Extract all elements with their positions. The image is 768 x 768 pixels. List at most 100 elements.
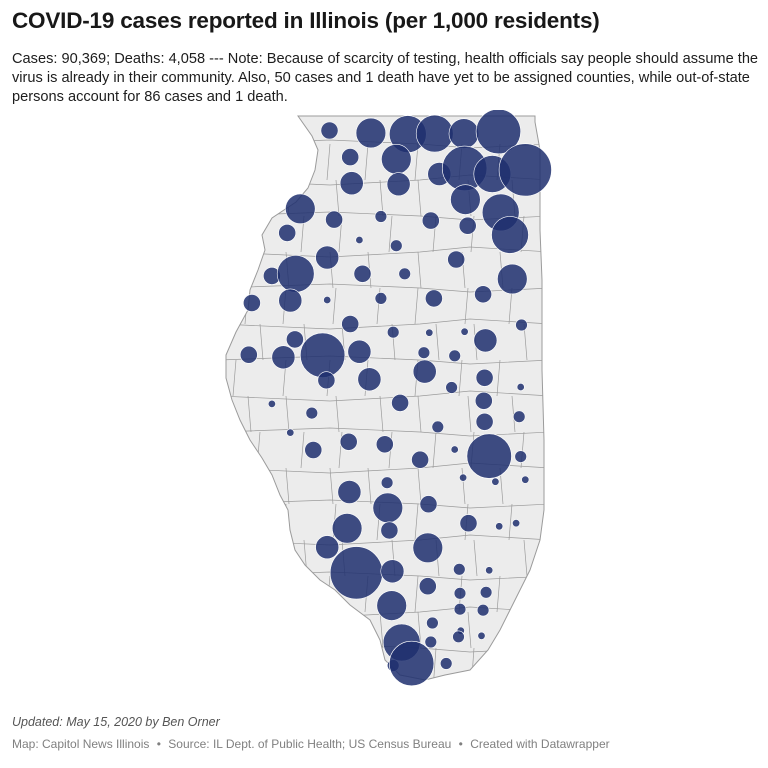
county-bubble[interactable] (476, 604, 490, 617)
county-bubble[interactable] (475, 368, 494, 387)
county-bubble[interactable] (357, 367, 382, 392)
county-bubble[interactable] (372, 492, 403, 523)
county-bubble[interactable] (374, 210, 388, 223)
county-bubble[interactable] (479, 586, 493, 599)
county-bubble[interactable] (459, 473, 468, 482)
county-bubble[interactable] (285, 193, 316, 225)
county-bubble[interactable] (475, 412, 494, 431)
county-bubble[interactable] (278, 224, 297, 242)
county-bubble[interactable] (512, 519, 521, 528)
county-bubble[interactable] (512, 410, 526, 423)
county-bubble[interactable] (341, 315, 360, 333)
county-bubble[interactable] (450, 445, 459, 454)
county-bubble[interactable] (380, 476, 394, 489)
county-bubble[interactable] (424, 635, 437, 649)
county-bubble[interactable] (347, 339, 372, 364)
county-bubble[interactable] (440, 657, 453, 670)
map-credit: Map: Capitol News Illinois (12, 737, 150, 751)
county-bubble[interactable] (381, 144, 412, 175)
county-bubble[interactable] (448, 349, 461, 363)
county-bubble[interactable] (380, 559, 405, 584)
county-bubble[interactable] (421, 211, 440, 230)
county-bubble[interactable] (516, 382, 525, 391)
county-bubble[interactable] (325, 210, 344, 229)
county-bubble[interactable] (239, 345, 258, 364)
county-bubble[interactable] (418, 577, 437, 596)
county-bubble[interactable] (460, 327, 469, 336)
county-bubble[interactable] (412, 359, 437, 384)
county-bubble[interactable] (341, 148, 360, 167)
county-bubble[interactable] (285, 330, 304, 349)
county-bubble[interactable] (286, 428, 295, 437)
county-bubble[interactable] (300, 332, 346, 378)
county-bubble[interactable] (339, 171, 364, 196)
county-bubble[interactable] (276, 255, 315, 293)
county-bubble[interactable] (452, 630, 465, 643)
county-bubble[interactable] (387, 326, 400, 339)
county-bubble[interactable] (474, 391, 493, 410)
county-bubble[interactable] (453, 587, 467, 600)
county-bubble[interactable] (495, 522, 504, 531)
county-bubble[interactable] (445, 381, 458, 394)
county-bubble[interactable] (242, 294, 261, 312)
county-bubble[interactable] (447, 250, 466, 269)
county-bubble[interactable] (474, 285, 493, 304)
county-bubble[interactable] (458, 216, 477, 235)
county-bubble[interactable] (380, 521, 399, 540)
county-bubble[interactable] (425, 328, 434, 337)
county-bubble[interactable] (355, 236, 364, 245)
county-bubble[interactable] (514, 450, 527, 463)
county-bubble[interactable] (411, 450, 430, 469)
county-bubble[interactable] (329, 546, 383, 600)
county-bubble[interactable] (267, 399, 276, 408)
county-bubble[interactable] (271, 345, 296, 370)
county-bubble[interactable] (473, 328, 498, 353)
county-bubble[interactable] (390, 239, 403, 252)
county-bubble[interactable] (521, 475, 530, 484)
county-bubble[interactable] (389, 640, 435, 687)
datawrapper-link[interactable]: Created with Datawrapper (470, 737, 610, 751)
county-bubble[interactable] (391, 393, 410, 412)
county-bubble[interactable] (491, 216, 529, 254)
county-bubble[interactable] (497, 263, 528, 295)
county-border (332, 287, 337, 325)
county-bubble[interactable] (315, 245, 340, 270)
county-bubble[interactable] (317, 371, 336, 390)
county-bubble[interactable] (337, 480, 362, 504)
county-bubble[interactable] (305, 406, 318, 420)
county-bubble[interactable] (475, 110, 521, 155)
county-bubble[interactable] (417, 346, 431, 359)
county-bubble[interactable] (466, 433, 512, 479)
county-bubble[interactable] (331, 513, 363, 544)
county-bubble[interactable] (374, 292, 388, 305)
county-bubble[interactable] (431, 420, 444, 434)
county-bubble[interactable] (453, 603, 467, 616)
county-bubble[interactable] (278, 288, 303, 313)
county-bubble[interactable] (412, 532, 443, 563)
county-bubble[interactable] (386, 172, 411, 197)
county-bubble[interactable] (459, 514, 478, 533)
county-bubble[interactable] (498, 143, 552, 197)
county-bubble[interactable] (323, 296, 332, 305)
county-bubble[interactable] (415, 114, 454, 153)
county-bubble[interactable] (398, 267, 411, 281)
county-bubble[interactable] (355, 117, 387, 149)
county-bubble[interactable] (424, 289, 443, 308)
county-bubble[interactable] (353, 264, 372, 283)
county-bubble[interactable] (448, 118, 480, 149)
county-bubble[interactable] (320, 121, 339, 140)
county-bubble[interactable] (376, 590, 407, 621)
county-bubble[interactable] (515, 318, 528, 332)
county-border (235, 467, 240, 505)
county-bubble[interactable] (453, 563, 466, 576)
county-bubble[interactable] (485, 566, 494, 575)
county-bubble[interactable] (426, 616, 439, 630)
county-bubble[interactable] (339, 432, 358, 451)
county-bubble[interactable] (315, 535, 340, 560)
county-bubble[interactable] (450, 184, 481, 215)
county-bubble[interactable] (375, 435, 394, 454)
county-bubble[interactable] (477, 631, 486, 640)
county-bubble[interactable] (419, 495, 438, 514)
county-bubble[interactable] (491, 477, 500, 486)
county-bubble[interactable] (304, 441, 323, 459)
